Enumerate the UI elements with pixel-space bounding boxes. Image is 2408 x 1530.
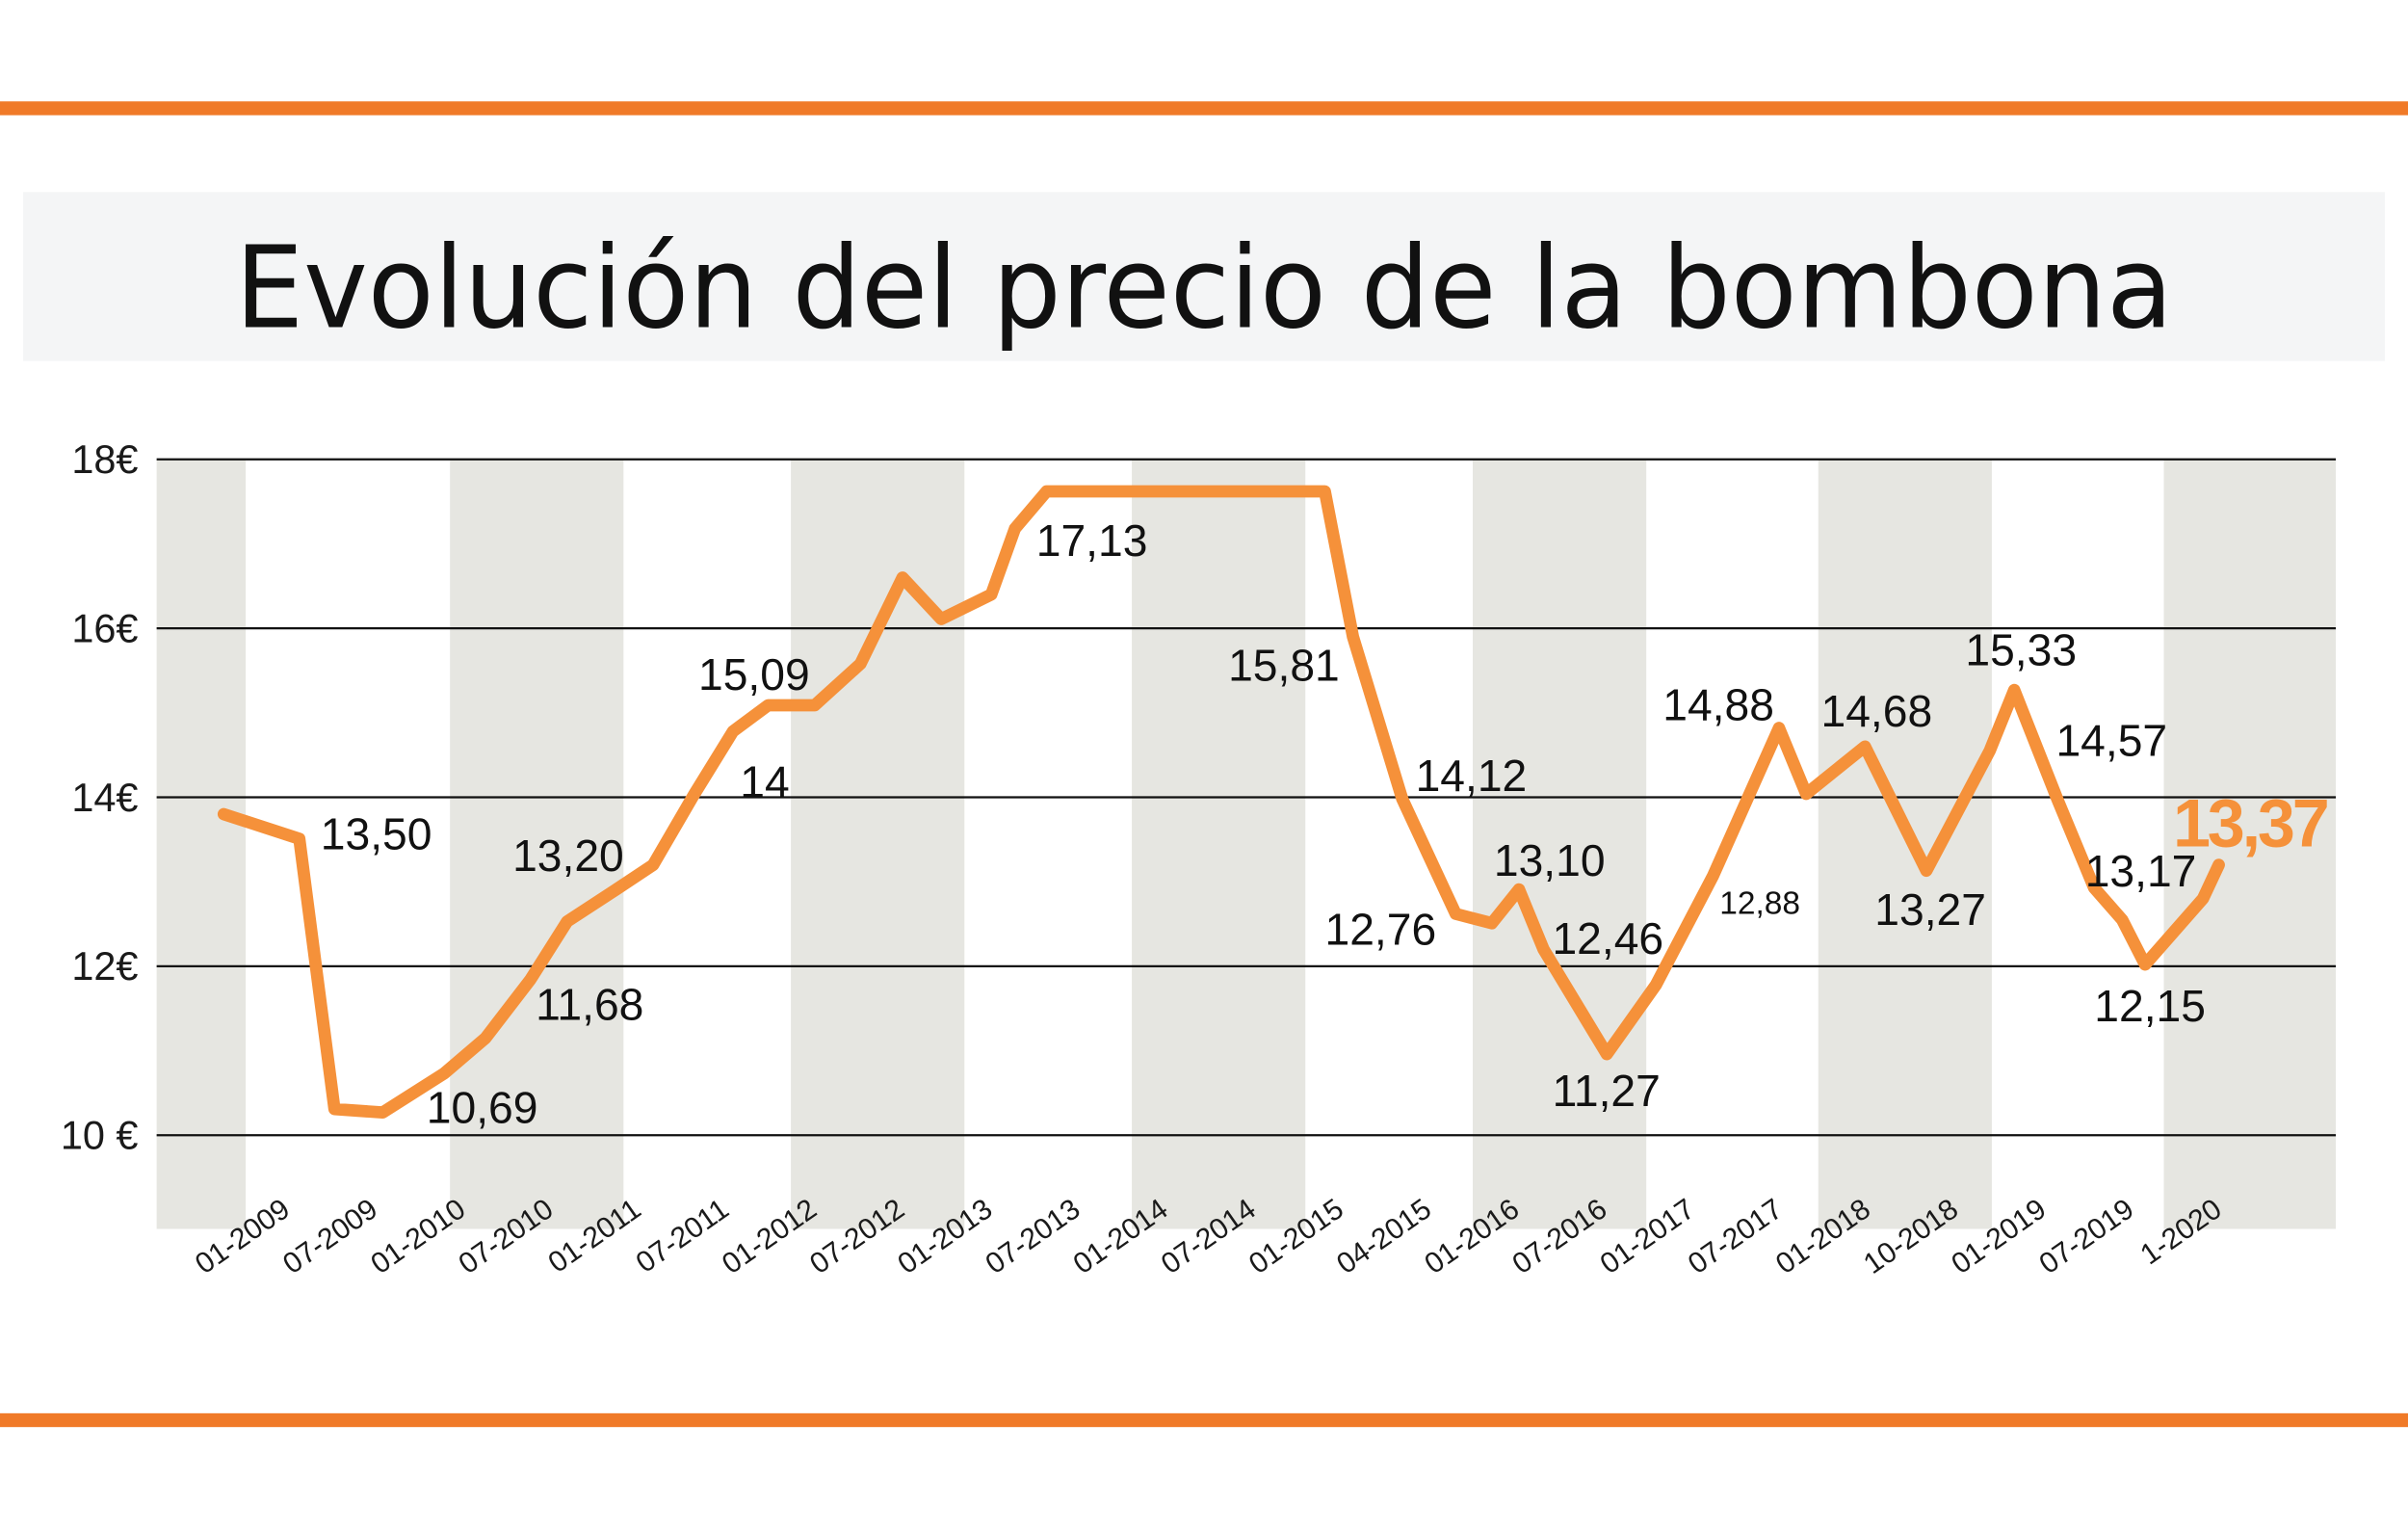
data-label: 12,76 — [1325, 905, 1437, 955]
x-tick-label: 07-2011 — [631, 1193, 735, 1279]
data-label: 17,13 — [1036, 515, 1148, 566]
data-label: 14,88 — [1662, 680, 1774, 730]
data-label: 14,12 — [1416, 751, 1528, 801]
title-background — [22, 192, 2386, 361]
background-band — [2163, 459, 2337, 1229]
data-label: 13,50 — [321, 809, 432, 859]
x-tick-label: 01-2014 — [1068, 1193, 1174, 1280]
data-label: 14,68 — [1821, 686, 1933, 736]
background-band — [1132, 459, 1306, 1229]
data-label: 13,27 — [1874, 884, 1986, 935]
x-tick-label: 07-2019 — [2033, 1193, 2139, 1280]
x-tick-label: 04-2015 — [1331, 1193, 1437, 1280]
y-tick-label: 16€ — [71, 605, 138, 650]
data-label: 15,33 — [1965, 624, 2077, 674]
x-tick-label: 07-2013 — [980, 1193, 1086, 1280]
y-tick-label: 12€ — [71, 943, 138, 989]
x-tick-label: 01-2012 — [717, 1193, 823, 1280]
background-band — [156, 459, 247, 1229]
data-label: 14,57 — [2055, 715, 2167, 765]
data-label: 10,69 — [427, 1082, 538, 1132]
y-tick-label: 18€ — [71, 436, 138, 482]
price-series — [217, 485, 2225, 1120]
current-price-label: 13,37 — [2173, 785, 2327, 861]
data-label: 15,81 — [1228, 640, 1340, 690]
bottom-accent-bar — [0, 1412, 2408, 1428]
data-label: 13,10 — [1494, 835, 1606, 885]
x-tick-label: 07-2009 — [277, 1193, 383, 1280]
data-label: 11,27 — [1553, 1066, 1661, 1116]
background-bands — [156, 459, 2337, 1229]
data-label: 12,15 — [2094, 981, 2206, 1031]
top-accent-bar — [0, 101, 2408, 116]
data-label: 12,46 — [1552, 913, 1663, 963]
data-label: 11,68 — [536, 980, 643, 1030]
y-axis: 18€ 16€ 14€ 12€ 10 € — [61, 436, 139, 1158]
y-tick-label: 10 € — [61, 1113, 139, 1158]
data-label: 12,88 — [1719, 886, 1800, 922]
background-band — [1473, 459, 1647, 1229]
background-band — [450, 459, 624, 1229]
background-band — [791, 459, 965, 1229]
x-tick-label: 01-2010 — [365, 1193, 471, 1280]
data-label: 14 — [740, 756, 789, 806]
y-tick-label: 14€ — [71, 775, 138, 820]
data-labels: 13,50 10,69 11,68 13,20 14 15,09 17,13 15,81 14,… — [321, 515, 2330, 1132]
background-band — [1818, 459, 1992, 1229]
price-line — [217, 485, 2225, 1120]
x-tick-label: 07-2017 — [1683, 1193, 1789, 1280]
x-tick-label: 01-2016 — [1419, 1193, 1525, 1280]
data-label: 15,09 — [698, 649, 810, 699]
grid-lines — [156, 458, 2337, 1137]
data-label: 13,20 — [512, 831, 624, 881]
data-label: 13,17 — [2085, 846, 2197, 896]
chart-title: Evolución del precio de la bombona — [235, 222, 2173, 355]
